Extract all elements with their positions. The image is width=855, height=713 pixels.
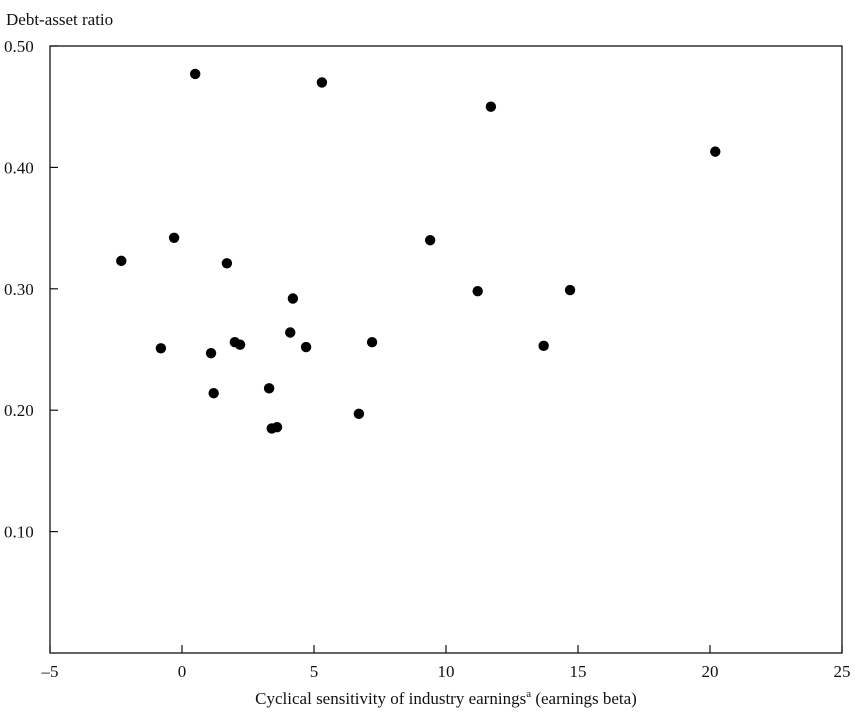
data-point: [116, 255, 127, 267]
y-tick-label: 0.10: [4, 523, 34, 542]
x-tick-label: 5: [310, 662, 319, 681]
data-point: [564, 284, 576, 296]
x-axis-title-main: Cyclical sensitivity of industry earning…: [255, 689, 526, 708]
data-point: [287, 293, 299, 304]
y-axis-title: Debt-asset ratio: [6, 10, 113, 29]
data-point: [221, 258, 233, 269]
data-point: [208, 388, 219, 399]
x-tick-label: 20: [702, 662, 719, 681]
data-point: [205, 347, 217, 359]
y-tick-label: 0.30: [4, 280, 34, 299]
data-point: [316, 77, 328, 88]
x-tick-label: 0: [178, 662, 187, 681]
data-point: [263, 383, 275, 394]
y-tick-label: 0.20: [4, 401, 34, 420]
y-tick-label: 0.40: [4, 158, 34, 177]
data-point: [538, 340, 549, 352]
y-axis: 0.10 0.20 0.30 0.40 0.50: [4, 37, 58, 542]
x-tick-label: 15: [570, 662, 587, 681]
x-axis-title: Cyclical sensitivity of industry earning…: [255, 688, 637, 708]
data-point: [300, 341, 312, 353]
x-axis-title-superscript: a: [526, 688, 531, 700]
x-axis-title-tail: (earnings beta): [531, 689, 637, 708]
data-points: [116, 68, 721, 434]
data-point: [155, 343, 167, 354]
x-axis: –5 0 5 10 15 20 25: [41, 645, 851, 681]
data-point: [366, 337, 378, 348]
data-point: [485, 101, 497, 112]
data-point: [710, 146, 721, 157]
data-point: [190, 68, 201, 80]
data-point: [353, 408, 365, 420]
x-tick-label: –5: [41, 662, 59, 681]
y-tick-label: 0.50: [4, 37, 34, 56]
data-point: [472, 286, 483, 297]
data-point: [285, 327, 296, 338]
x-tick-label: 10: [438, 662, 455, 681]
plot-area-frame: [49, 45, 843, 654]
data-point: [168, 232, 180, 244]
data-point: [266, 423, 277, 434]
data-point: [234, 339, 246, 350]
x-tick-label: 25: [834, 662, 851, 681]
data-point: [424, 235, 436, 246]
